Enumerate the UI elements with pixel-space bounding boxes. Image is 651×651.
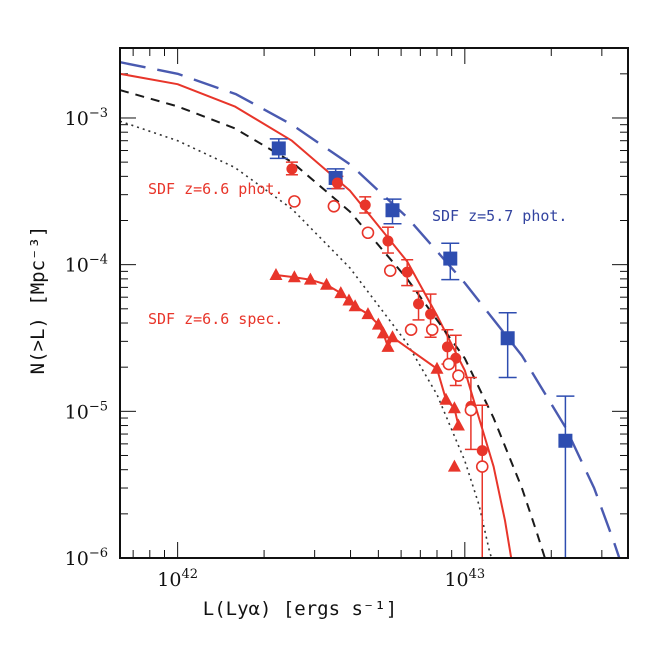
z66-phot-point-filled	[359, 199, 371, 211]
z57-phot-point	[271, 141, 286, 156]
z66-spec-point	[303, 272, 317, 285]
z66-phot-point-open	[425, 323, 439, 337]
z66-phot-point-filled	[441, 341, 453, 353]
z66-phot-point-open	[475, 460, 489, 473]
z57-phot-point	[558, 433, 573, 448]
z66-spec-point	[287, 270, 301, 283]
z66-phot-point-filled	[413, 298, 425, 310]
z66-spec-point	[371, 317, 385, 330]
label-z66-spec: SDF z=6.6 spec.	[148, 310, 283, 328]
y-tick-label-exponent: −4	[89, 253, 108, 268]
y-tick-label-base: 10	[65, 255, 89, 277]
z66-phot-point-filled	[476, 445, 488, 457]
label-z57-phot: SDF z=5.7 phot.	[432, 207, 567, 225]
z66-phot-point-filled	[331, 177, 343, 189]
data-markers	[269, 141, 573, 473]
z66-spec-point	[451, 418, 465, 431]
x-tick-label: 1043	[444, 567, 485, 591]
y-tick-label-base: 10	[65, 548, 89, 570]
z66-spec-point	[447, 401, 461, 414]
y-axis-title: N(>L) [Mpc⁻³]	[27, 226, 49, 375]
x-tick-label-base: 10	[444, 569, 468, 591]
x-tick-label-base: 10	[157, 569, 181, 591]
z66-spec-point	[342, 293, 356, 306]
z66-spec-point	[320, 277, 334, 290]
z66-spec-point	[385, 330, 399, 343]
curve-solid	[120, 72, 513, 558]
z66-spec-point	[381, 339, 395, 352]
z66-phot-point-open	[404, 323, 418, 337]
y-tick-label: 10−5	[65, 399, 108, 423]
z66-phot-point-open	[464, 403, 478, 417]
x-tick-label-exponent: 43	[469, 567, 486, 582]
z66-phot-point-open	[383, 264, 397, 277]
y-tick-label: 10−3	[65, 106, 108, 130]
z66-spec-point	[439, 392, 453, 405]
y-tick-label-base: 10	[65, 401, 89, 423]
x-axis-title: L(Lyα) [ergs s⁻¹]	[203, 598, 397, 620]
z66-phot-point-open	[442, 357, 456, 371]
x-tick-label: 1042	[157, 567, 198, 591]
spec-connector-line	[275, 274, 460, 426]
y-tick-label: 10−6	[65, 546, 108, 570]
z66-spec-point	[447, 459, 461, 472]
z66-spec-point	[348, 299, 362, 312]
z66-spec-point	[376, 326, 390, 339]
z66-phot-point-filled	[286, 163, 298, 175]
z66-phot-point-open	[452, 369, 465, 382]
z66-phot-point-filled	[401, 266, 413, 278]
z66-spec-point	[334, 286, 348, 299]
y-tick-label-base: 10	[65, 108, 89, 130]
plot-frame	[119, 47, 629, 559]
minor-ticks	[120, 47, 628, 559]
z66-spec-point	[361, 307, 375, 320]
z57-phot-point	[443, 251, 458, 266]
y-tick-label: 10−4	[65, 253, 108, 277]
y-tick-label-exponent: −6	[89, 546, 108, 561]
z57-phot-point	[385, 203, 400, 218]
z57-phot-point	[500, 331, 515, 346]
z66-phot-point-open	[361, 226, 375, 240]
y-tick-label-exponent: −3	[89, 106, 108, 121]
y-tick-label-exponent: −5	[89, 399, 108, 414]
z66-spec-point	[430, 361, 444, 374]
z66-phot-point-open	[288, 195, 301, 208]
z66-phot-point-filled	[425, 308, 437, 320]
z66-spec-point	[269, 268, 283, 281]
x-tick-label-exponent: 42	[181, 567, 198, 582]
z66-phot-point-filled	[382, 235, 394, 247]
label-z66-phot: SDF z=6.6 phot.	[148, 180, 283, 198]
z66-phot-point-open	[327, 199, 341, 213]
